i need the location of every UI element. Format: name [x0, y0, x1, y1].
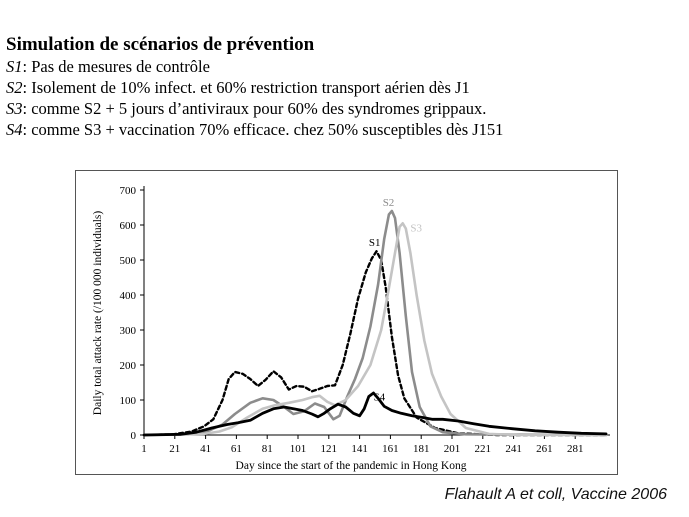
y-axis-label: Daily total attack rate (/100 000 indivi…	[92, 211, 104, 416]
y-tick-label: 300	[120, 325, 137, 337]
x-axis-label: Day since the start of the pandemic in H…	[236, 460, 467, 472]
scenario-s2: S2: Isolement de 10% infect. et 60% rest…	[6, 77, 682, 98]
x-tick-label: 21	[169, 443, 180, 455]
scenario-text: : Pas de mesures de contrôle	[22, 57, 210, 76]
series-label-s1: S1	[369, 237, 381, 249]
y-tick-label: 200	[120, 360, 137, 372]
x-tick-label: 81	[262, 443, 273, 455]
scenario-code: S1	[6, 57, 23, 76]
scenario-code: S2	[6, 78, 23, 97]
chart-frame: 0 100 200 300 400 500 600 700 1 21 41 61 81 101 121 141…	[75, 170, 618, 475]
x-tick-label: 161	[382, 443, 399, 455]
series-line-s3	[142, 221, 608, 437]
y-tick-label: 0	[131, 430, 137, 442]
y-tick-label: 600	[120, 220, 137, 232]
x-tick-label: 141	[351, 443, 368, 455]
x-tick-label: 181	[413, 443, 430, 455]
y-tick-label: 400	[120, 290, 137, 302]
slide-title: Simulation de scénarios de prévention	[6, 34, 315, 55]
series-label-s3: S3	[410, 222, 422, 234]
scenario-s1: S1: Pas de mesures de contrôle	[6, 56, 682, 77]
y-tick-label: 700	[120, 185, 137, 197]
scenario-text: : Isolement de 10% infect. et 60% restri…	[22, 78, 470, 97]
scenario-text: : comme S3 + vaccination 70% efficace. c…	[22, 120, 504, 139]
x-tick-label: 261	[536, 443, 553, 455]
x-tick-label: 41	[200, 443, 211, 455]
slide-caption: Simulation de scénarios de prévention S1…	[6, 34, 682, 140]
x-tick-label: 281	[567, 443, 584, 455]
scenario-text: : comme S2 + 5 jours d’antiviraux pour 6…	[22, 99, 487, 118]
series-label-s4: S4	[373, 392, 385, 404]
series-label-s2: S2	[383, 197, 395, 209]
citation: Flahault A et coll, Vaccine 2006	[444, 486, 667, 503]
series-line-s4	[142, 391, 608, 437]
x-tick-label: 61	[231, 443, 242, 455]
series-labels: S1 S2 S3 S4	[369, 197, 423, 404]
x-tick-label: 1	[141, 443, 147, 455]
scenario-s3: S3: comme S2 + 5 jours d’antiviraux pour…	[6, 98, 682, 119]
scenario-code: S4	[6, 120, 23, 139]
x-tick-label: 101	[290, 443, 307, 455]
x-tick-label: 201	[444, 443, 461, 455]
x-tick-label: 241	[505, 443, 521, 455]
y-tick-label: 100	[120, 395, 137, 407]
chart-series	[142, 209, 608, 437]
series-line-s2	[142, 209, 608, 437]
scenario-s4: S4: comme S3 + vaccination 70% efficace.…	[6, 119, 682, 140]
y-tick-label: 500	[120, 255, 137, 267]
series-line-s1	[142, 250, 608, 437]
scenario-code: S3	[6, 99, 23, 118]
x-tick-label: 221	[475, 443, 492, 455]
x-tick-label: 121	[321, 443, 338, 455]
